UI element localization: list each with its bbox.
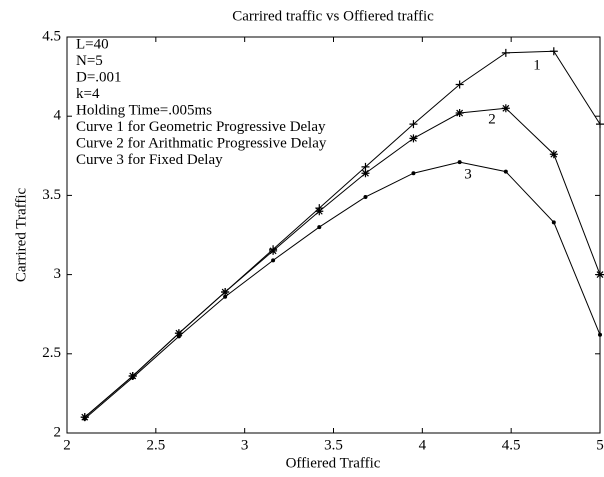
y-tick-label: 2.5 <box>42 345 61 361</box>
legend-label: 3 <box>464 166 472 182</box>
y-axis-label: Carrired Traffic <box>13 188 29 283</box>
x-tick-label: 2.5 <box>146 437 165 453</box>
annotation: L=40 <box>76 36 109 52</box>
marker <box>269 246 278 255</box>
marker <box>596 120 604 129</box>
marker <box>551 220 556 225</box>
marker <box>363 194 368 199</box>
marker <box>221 288 230 297</box>
legend-label: 2 <box>488 111 496 127</box>
annotation: k=4 <box>76 86 100 102</box>
annotation: N=5 <box>76 53 103 69</box>
x-axis-label: Offiered Traffic <box>286 455 381 471</box>
plot-frame <box>66 36 601 434</box>
x-tick-label: 4 <box>419 437 427 453</box>
marker <box>596 270 604 279</box>
marker <box>130 375 135 380</box>
marker <box>174 329 183 338</box>
series-line <box>84 107 601 418</box>
x-tick-label: 2 <box>63 437 71 453</box>
annotation: Curve 2 for Arithmatic Progressive Delay <box>76 135 327 151</box>
series-line <box>84 161 601 420</box>
marker <box>457 160 462 165</box>
x-tick-label: 4.5 <box>502 437 521 453</box>
y-tick-label: 3.5 <box>42 187 61 203</box>
marker <box>409 120 418 129</box>
x-tick-label: 3.5 <box>324 437 343 453</box>
marker <box>315 207 324 216</box>
marker <box>82 416 87 421</box>
marker <box>176 334 181 339</box>
marker <box>361 169 370 178</box>
marker <box>501 48 510 57</box>
marker <box>411 171 416 176</box>
marker <box>223 294 228 299</box>
marker <box>549 150 558 159</box>
y-tick-label: 2 <box>54 424 62 440</box>
annotation: Curve 3 for Fixed Delay <box>76 152 223 168</box>
y-tick-label: 3 <box>54 266 62 282</box>
marker <box>317 225 322 230</box>
annotation: Curve 1 for Geometric Progressive Delay <box>76 119 326 135</box>
y-tick-label: 4.5 <box>42 28 61 44</box>
marker <box>503 169 508 174</box>
marker <box>409 134 418 143</box>
annotation: Holding Time=.005ms <box>76 102 212 118</box>
x-tick-label: 5 <box>596 437 604 453</box>
chart-title: Carrired traffic vs Offiered traffic <box>232 8 434 24</box>
legend-label: 1 <box>533 57 541 73</box>
marker <box>455 80 464 89</box>
annotation: D=.001 <box>76 69 122 85</box>
marker <box>271 258 276 263</box>
marker <box>501 104 510 113</box>
marker <box>549 47 558 56</box>
y-tick-label: 4 <box>54 108 62 124</box>
x-tick-label: 3 <box>241 437 249 453</box>
marker <box>455 109 464 118</box>
marker <box>598 332 602 337</box>
